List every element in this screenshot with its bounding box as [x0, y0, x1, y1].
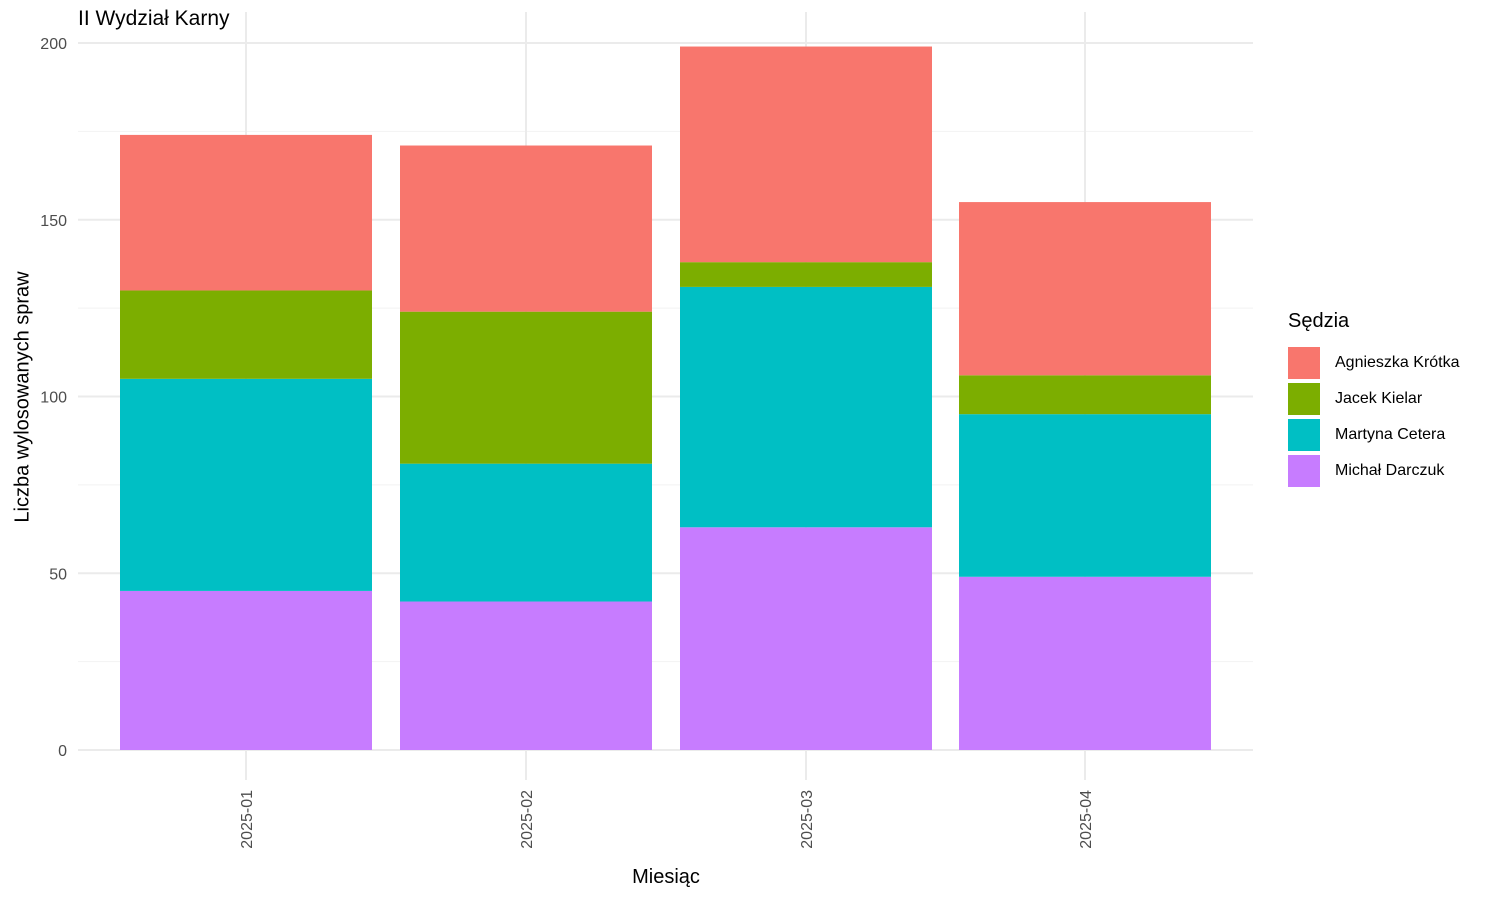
x-axis-label: Miesiąc — [632, 866, 700, 888]
bar-segment — [400, 463, 652, 602]
bar-segment — [400, 601, 652, 750]
legend-key — [1288, 383, 1320, 415]
legend-key — [1288, 347, 1320, 379]
legend: Sędzia Agnieszka Krótka Jacek Kielar Mar… — [1288, 310, 1460, 489]
bar-segment — [680, 286, 932, 528]
legend-key — [1288, 419, 1320, 451]
x-tick-label: 2025-03 — [799, 790, 816, 849]
bar-segment — [120, 290, 372, 379]
bar-segment — [120, 378, 372, 591]
y-tick-label: 150 — [40, 213, 67, 230]
x-tick-label: 2025-04 — [1078, 790, 1095, 849]
bar-segment — [959, 202, 1211, 376]
bar-segment — [680, 46, 932, 263]
bar-segment — [400, 311, 652, 464]
y-tick-label: 100 — [40, 390, 67, 407]
legend-key — [1288, 455, 1320, 487]
y-tick-label: 0 — [58, 743, 67, 760]
legend-title: Sędzia — [1288, 310, 1350, 332]
bar-segment — [680, 527, 932, 750]
bar-segment — [959, 576, 1211, 750]
x-tick-label: 2025-01 — [239, 790, 256, 849]
legend-label: Agnieszka Krótka — [1335, 354, 1460, 371]
legend-label: Martyna Cetera — [1335, 426, 1446, 443]
legend-item: Michał Darczuk — [1288, 453, 1460, 489]
bar-segment — [400, 145, 652, 312]
y-tick-label: 200 — [40, 36, 67, 53]
axis-ticks: 0 50 100 150 200 2025-01 2025-02 2025-03 2025-04 — [40, 36, 1095, 849]
legend-item: Jacek Kielar — [1288, 381, 1460, 417]
chart-title: II Wydział Karny — [78, 7, 230, 30]
x-tick-label: 2025-02 — [519, 790, 536, 849]
legend-item: Martyna Cetera — [1288, 417, 1460, 453]
bar-segment — [120, 134, 372, 291]
legend-item: Agnieszka Krótka — [1288, 345, 1460, 381]
bars — [120, 46, 1211, 750]
y-axis-label: Liczba wylosowanych spraw — [11, 271, 34, 523]
bar-segment — [120, 590, 372, 750]
legend-label: Jacek Kielar — [1335, 390, 1423, 407]
legend-label: Michał Darczuk — [1335, 462, 1445, 479]
bar-segment — [680, 262, 932, 287]
bar-segment — [959, 375, 1211, 415]
y-tick-label: 50 — [49, 566, 67, 583]
bar-segment — [959, 414, 1211, 577]
